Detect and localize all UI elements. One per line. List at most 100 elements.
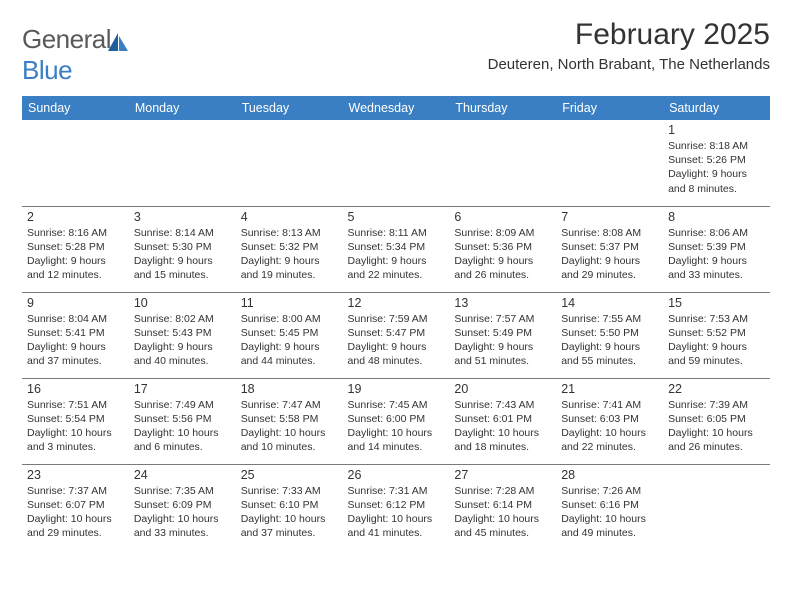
day-number: 19 <box>348 382 445 396</box>
day-number: 4 <box>241 210 338 224</box>
day-number: 3 <box>134 210 231 224</box>
week-row: 1 Sunrise: 8:18 AMSunset: 5:26 PMDaylight… <box>22 120 770 206</box>
day-number: 24 <box>134 468 231 482</box>
calendar-table: SundayMondayTuesdayWednesdayThursdayFrid… <box>22 96 770 550</box>
day-cell-3: 3 Sunrise: 8:14 AMSunset: 5:30 PMDaylight… <box>129 206 236 292</box>
logo-text-blue: Blue <box>22 55 72 85</box>
day-number: 5 <box>348 210 445 224</box>
day-cell-4: 4 Sunrise: 8:13 AMSunset: 5:32 PMDaylight… <box>236 206 343 292</box>
day-cell-24: 24 Sunrise: 7:35 AMSunset: 6:09 PMDayligh… <box>129 464 236 550</box>
day-info: Sunrise: 7:57 AMSunset: 5:49 PMDaylight:… <box>454 312 551 369</box>
day-info: Sunrise: 8:18 AMSunset: 5:26 PMDaylight:… <box>668 139 765 196</box>
day-number: 13 <box>454 296 551 310</box>
day-header-tuesday: Tuesday <box>236 96 343 120</box>
empty-day-cell <box>663 464 770 550</box>
day-number: 28 <box>561 468 658 482</box>
day-cell-7: 7 Sunrise: 8:08 AMSunset: 5:37 PMDaylight… <box>556 206 663 292</box>
day-cell-12: 12 Sunrise: 7:59 AMSunset: 5:47 PMDayligh… <box>343 292 450 378</box>
day-info: Sunrise: 8:08 AMSunset: 5:37 PMDaylight:… <box>561 226 658 283</box>
day-number: 11 <box>241 296 338 310</box>
day-info: Sunrise: 7:35 AMSunset: 6:09 PMDaylight:… <box>134 484 231 541</box>
day-number: 9 <box>27 296 124 310</box>
day-cell-20: 20 Sunrise: 7:43 AMSunset: 6:01 PMDayligh… <box>449 378 556 464</box>
empty-day-cell <box>236 120 343 206</box>
day-header-saturday: Saturday <box>663 96 770 120</box>
day-info: Sunrise: 8:14 AMSunset: 5:30 PMDaylight:… <box>134 226 231 283</box>
day-cell-8: 8 Sunrise: 8:06 AMSunset: 5:39 PMDaylight… <box>663 206 770 292</box>
location-subtitle: Deuteren, North Brabant, The Netherlands <box>488 56 770 73</box>
empty-day-cell <box>22 120 129 206</box>
day-info: Sunrise: 7:31 AMSunset: 6:12 PMDaylight:… <box>348 484 445 541</box>
day-info: Sunrise: 7:55 AMSunset: 5:50 PMDaylight:… <box>561 312 658 369</box>
logo-text: GeneralBlue <box>22 24 129 86</box>
day-cell-9: 9 Sunrise: 8:04 AMSunset: 5:41 PMDaylight… <box>22 292 129 378</box>
day-cell-2: 2 Sunrise: 8:16 AMSunset: 5:28 PMDaylight… <box>22 206 129 292</box>
day-info: Sunrise: 7:33 AMSunset: 6:10 PMDaylight:… <box>241 484 338 541</box>
logo-sail-icon <box>107 28 129 48</box>
empty-day-cell <box>556 120 663 206</box>
day-number: 17 <box>134 382 231 396</box>
day-number: 23 <box>27 468 124 482</box>
day-cell-19: 19 Sunrise: 7:45 AMSunset: 6:00 PMDayligh… <box>343 378 450 464</box>
day-number: 2 <box>27 210 124 224</box>
day-number: 6 <box>454 210 551 224</box>
logo-text-general: General <box>22 24 111 54</box>
day-cell-6: 6 Sunrise: 8:09 AMSunset: 5:36 PMDaylight… <box>449 206 556 292</box>
day-info: Sunrise: 8:09 AMSunset: 5:36 PMDaylight:… <box>454 226 551 283</box>
empty-day-cell <box>449 120 556 206</box>
day-cell-15: 15Sunrise: 7:53 AMSunset: 5:52 PMDayligh… <box>663 292 770 378</box>
empty-day-cell <box>343 120 450 206</box>
day-number: 7 <box>561 210 658 224</box>
day-info: Sunrise: 7:45 AMSunset: 6:00 PMDaylight:… <box>348 398 445 455</box>
week-row: 23 Sunrise: 7:37 AMSunset: 6:07 PMDayligh… <box>22 464 770 550</box>
empty-day-cell <box>129 120 236 206</box>
day-info: Sunrise: 7:59 AMSunset: 5:47 PMDaylight:… <box>348 312 445 369</box>
day-number: 8 <box>668 210 765 224</box>
day-cell-16: 16Sunrise: 7:51 AMSunset: 5:54 PMDayligh… <box>22 378 129 464</box>
calendar-body: 1 Sunrise: 8:18 AMSunset: 5:26 PMDaylight… <box>22 120 770 550</box>
day-cell-18: 18Sunrise: 7:47 AMSunset: 5:58 PMDayligh… <box>236 378 343 464</box>
day-info: Sunrise: 8:04 AMSunset: 5:41 PMDaylight:… <box>27 312 124 369</box>
day-info: Sunrise: 7:26 AMSunset: 6:16 PMDaylight:… <box>561 484 658 541</box>
logo: GeneralBlue <box>22 24 129 86</box>
day-number: 1 <box>668 123 765 137</box>
day-info: Sunrise: 7:43 AMSunset: 6:01 PMDaylight:… <box>454 398 551 455</box>
day-number: 27 <box>454 468 551 482</box>
day-info: Sunrise: 7:53 AMSunset: 5:52 PMDaylight:… <box>668 312 765 369</box>
day-info: Sunrise: 7:51 AMSunset: 5:54 PMDaylight:… <box>27 398 124 455</box>
day-info: Sunrise: 8:16 AMSunset: 5:28 PMDaylight:… <box>27 226 124 283</box>
day-info: Sunrise: 8:13 AMSunset: 5:32 PMDaylight:… <box>241 226 338 283</box>
day-info: Sunrise: 8:11 AMSunset: 5:34 PMDaylight:… <box>348 226 445 283</box>
day-cell-27: 27 Sunrise: 7:28 AMSunset: 6:14 PMDayligh… <box>449 464 556 550</box>
day-header-wednesday: Wednesday <box>343 96 450 120</box>
day-number: 20 <box>454 382 551 396</box>
day-header-sunday: Sunday <box>22 96 129 120</box>
day-number: 12 <box>348 296 445 310</box>
day-number: 18 <box>241 382 338 396</box>
title-block: February 2025 Deuteren, North Brabant, T… <box>488 18 770 73</box>
day-cell-11: 11 Sunrise: 8:00 AMSunset: 5:45 PMDayligh… <box>236 292 343 378</box>
day-number: 10 <box>134 296 231 310</box>
day-header-thursday: Thursday <box>449 96 556 120</box>
day-info: Sunrise: 7:37 AMSunset: 6:07 PMDaylight:… <box>27 484 124 541</box>
day-cell-17: 17Sunrise: 7:49 AMSunset: 5:56 PMDayligh… <box>129 378 236 464</box>
day-info: Sunrise: 8:06 AMSunset: 5:39 PMDaylight:… <box>668 226 765 283</box>
day-info: Sunrise: 8:02 AMSunset: 5:43 PMDaylight:… <box>134 312 231 369</box>
day-cell-23: 23 Sunrise: 7:37 AMSunset: 6:07 PMDayligh… <box>22 464 129 550</box>
day-cell-14: 14Sunrise: 7:55 AMSunset: 5:50 PMDayligh… <box>556 292 663 378</box>
day-info: Sunrise: 7:28 AMSunset: 6:14 PMDaylight:… <box>454 484 551 541</box>
day-cell-26: 26 Sunrise: 7:31 AMSunset: 6:12 PMDayligh… <box>343 464 450 550</box>
calendar-page: GeneralBlue February 2025 Deuteren, Nort… <box>0 0 792 550</box>
week-row: 2 Sunrise: 8:16 AMSunset: 5:28 PMDaylight… <box>22 206 770 292</box>
day-header-monday: Monday <box>129 96 236 120</box>
month-title: February 2025 <box>488 18 770 52</box>
day-header-row: SundayMondayTuesdayWednesdayThursdayFrid… <box>22 96 770 120</box>
week-row: 9 Sunrise: 8:04 AMSunset: 5:41 PMDaylight… <box>22 292 770 378</box>
day-cell-5: 5 Sunrise: 8:11 AMSunset: 5:34 PMDaylight… <box>343 206 450 292</box>
day-number: 26 <box>348 468 445 482</box>
day-info: Sunrise: 7:41 AMSunset: 6:03 PMDaylight:… <box>561 398 658 455</box>
day-number: 22 <box>668 382 765 396</box>
day-info: Sunrise: 8:00 AMSunset: 5:45 PMDaylight:… <box>241 312 338 369</box>
day-cell-10: 10 Sunrise: 8:02 AMSunset: 5:43 PMDayligh… <box>129 292 236 378</box>
week-row: 16Sunrise: 7:51 AMSunset: 5:54 PMDayligh… <box>22 378 770 464</box>
